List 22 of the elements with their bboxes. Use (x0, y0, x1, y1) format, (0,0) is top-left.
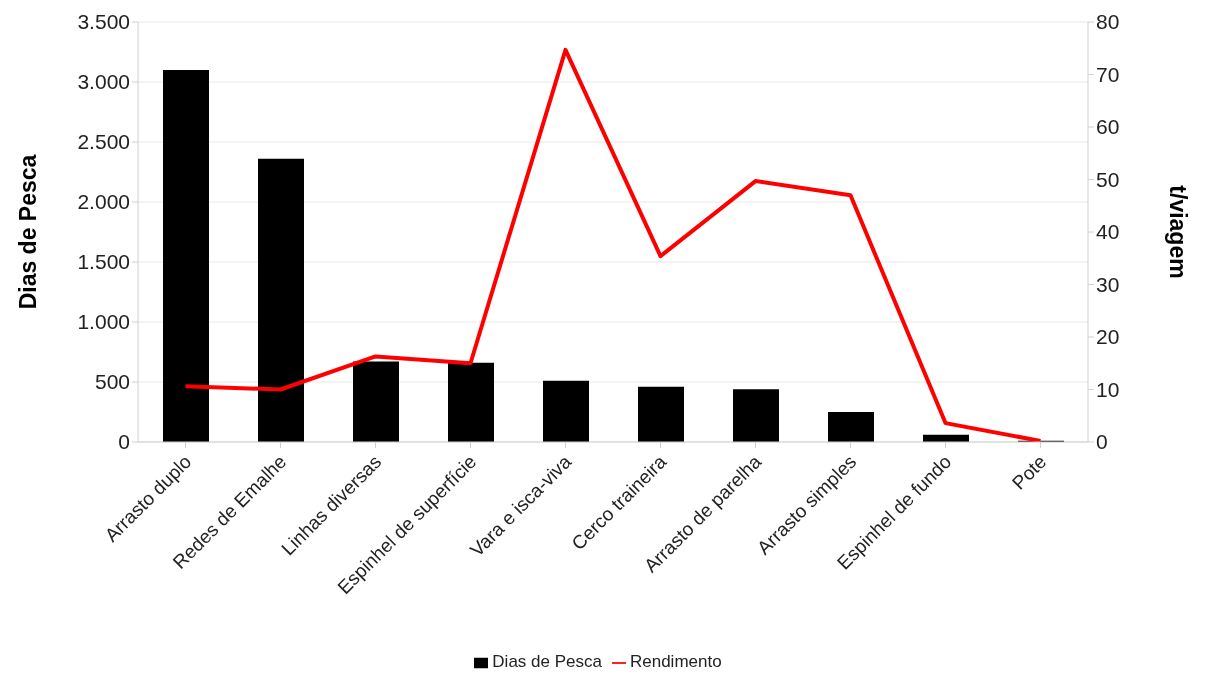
legend-label: Rendimento (629, 652, 722, 671)
y2-tick-label: 30 (1096, 272, 1120, 296)
y2-tick-label: 50 (1096, 167, 1120, 191)
y-tick-label: 1.000 (77, 310, 130, 334)
y2-tick-label: 0 (1096, 430, 1108, 454)
y2-tick-label: 70 (1096, 62, 1120, 86)
y2-tick-label: 80 (1096, 10, 1120, 34)
legend-label: Dias de Pesca (492, 652, 602, 671)
x-tick-label: Pote (1007, 451, 1051, 494)
y-tick-label: 500 (94, 370, 130, 394)
y2-axis-title: t/viagem (1164, 185, 1191, 279)
y2-tick-label: 10 (1096, 377, 1120, 401)
y2-tick-label: 20 (1096, 325, 1120, 349)
y-tick-label: 1.500 (77, 250, 130, 274)
y-tick-label: 2.000 (77, 190, 130, 214)
y-tick-label: 3.000 (77, 70, 130, 94)
y-tick-label: 2.500 (77, 130, 130, 154)
y-tick-label: 3.500 (77, 10, 130, 34)
y-tick-label: 0 (118, 430, 130, 454)
y-axis-title: Dias de Pesca (15, 154, 42, 310)
y2-tick-label: 40 (1096, 220, 1120, 244)
y2-tick-label: 60 (1096, 115, 1120, 139)
